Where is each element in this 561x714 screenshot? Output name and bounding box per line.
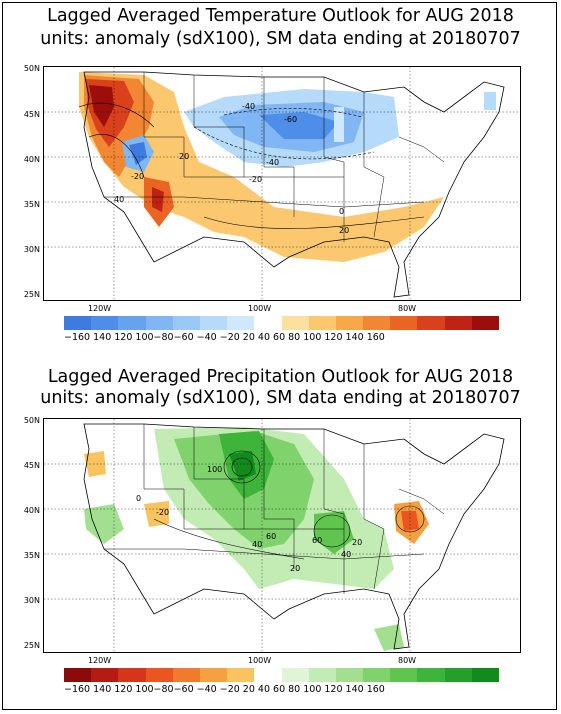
us-outline	[83, 423, 505, 650]
colorbar-swatch	[390, 668, 418, 682]
colorbar-swatch	[172, 316, 200, 330]
colorbar-swatch	[417, 316, 445, 330]
colorbar-swatch	[335, 668, 364, 682]
precipitation-map: 100 -20 60 40 20 40 20 0 60	[43, 418, 521, 653]
colorbar-swatch	[254, 668, 282, 682]
colorbar-swatch	[471, 316, 499, 330]
contour-label: -60	[284, 115, 297, 124]
temperature-colorbar-ticks: −160 140 120 100−80−60 −40 −20 20 40 60 …	[64, 332, 385, 343]
contour-label: -20	[156, 508, 169, 517]
temperature-colorbar	[64, 316, 499, 330]
lon-label-120w: 120W	[88, 656, 112, 665]
lat-label-30n: 30N	[23, 596, 40, 605]
contour-label: 40	[114, 195, 124, 204]
lat-label-45n: 45N	[23, 110, 40, 119]
lon-label-100w: 100W	[248, 304, 272, 313]
colorbar-swatch	[390, 316, 418, 330]
lon-label-120w: 120W	[88, 304, 112, 313]
contour-label: 0	[136, 494, 141, 503]
colorbar-swatch	[64, 668, 92, 682]
colorbar-swatch	[199, 316, 228, 330]
contour-label: 20	[179, 152, 189, 161]
colorbar-swatch	[335, 316, 364, 330]
contour-label: 20	[352, 538, 362, 547]
colorbar-swatch	[172, 668, 200, 682]
contour-label: 100	[207, 465, 222, 474]
colorbar-swatch	[471, 668, 499, 682]
lat-label-50n: 50N	[23, 416, 40, 425]
colorbar-swatch	[308, 668, 336, 682]
colorbar-swatch	[417, 668, 445, 682]
contour-label: 20	[290, 564, 300, 573]
lat-label-40n: 40N	[23, 506, 40, 515]
colorbar-swatch	[444, 668, 472, 682]
lat-label-50n: 50N	[23, 64, 40, 73]
lat-label-35n: 35N	[23, 551, 40, 560]
contour-label: -40	[242, 102, 255, 111]
lon-label-80w: 80W	[398, 304, 417, 313]
contour-label: -20	[131, 172, 144, 181]
colorbar-swatch	[145, 316, 173, 330]
lat-label-45n: 45N	[23, 461, 40, 470]
lon-label-100w: 100W	[248, 656, 272, 665]
colorbar-swatch	[363, 668, 391, 682]
colorbar-swatch	[91, 668, 119, 682]
precipitation-colorbar	[64, 668, 499, 682]
lat-label-35n: 35N	[23, 200, 40, 209]
colorbar-swatch	[281, 668, 309, 682]
precipitation-subtitle: units: anomaly (sdX100), SM data ending …	[40, 388, 521, 408]
colorbar-swatch	[145, 668, 173, 682]
lat-label-25n: 25N	[23, 641, 40, 650]
us-outline	[83, 71, 505, 298]
precipitation-colorbar-ticks: −160 140 120 100−80−60 −40 −20 20 40 60 …	[64, 684, 385, 695]
contour-label: 40	[252, 540, 262, 549]
colorbar-swatch	[91, 316, 119, 330]
contour-label: 0	[339, 207, 344, 216]
colorbar-swatch	[254, 316, 282, 330]
colorbar-swatch	[363, 316, 391, 330]
contour-label: 40	[341, 550, 351, 559]
temperature-subtitle: units: anomaly (sdX100), SM data ending …	[40, 29, 521, 49]
contour-label: -20	[249, 175, 262, 184]
contour-label: 20	[339, 226, 349, 235]
colorbar-swatch	[444, 316, 472, 330]
contour-label: 60	[266, 532, 276, 541]
colorbar-swatch	[227, 668, 255, 682]
colorbar-swatch	[118, 668, 146, 682]
colorbar-swatch	[308, 316, 336, 330]
lat-label-25n: 25N	[23, 290, 40, 299]
colorbar-swatch	[118, 316, 146, 330]
temperature-title: Lagged Averaged Temperature Outlook for …	[47, 6, 514, 26]
lat-label-40n: 40N	[23, 155, 40, 164]
colorbar-swatch	[281, 316, 309, 330]
colorbar-swatch	[227, 316, 255, 330]
colorbar-swatch	[64, 316, 92, 330]
lat-label-30n: 30N	[23, 245, 40, 254]
contour-label: -40	[266, 158, 279, 167]
warm-anomaly-region	[79, 72, 444, 262]
precipitation-title: Lagged Averaged Precipitation Outlook fo…	[47, 367, 514, 387]
contour-label: 60	[312, 536, 322, 545]
lon-label-80w: 80W	[398, 656, 417, 665]
colorbar-swatch	[199, 668, 228, 682]
temperature-map: -40 -60 -40 -20 20 -20 40 0 20	[43, 66, 521, 301]
